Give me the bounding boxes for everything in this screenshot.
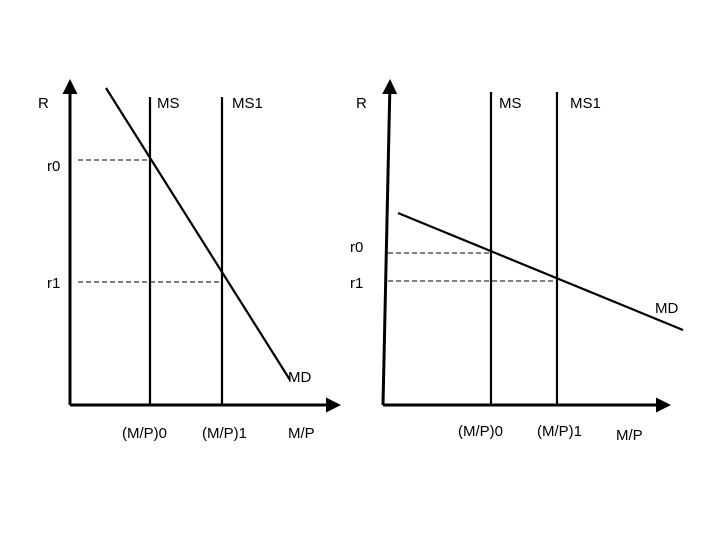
left-mp1-label: (M/P)1 [202,425,247,442]
left-x-axis-label: M/P [288,425,315,442]
right-mp1-label: (M/P)1 [537,423,582,440]
left-y-axis-label: R [38,95,49,112]
right-md-curve [397,211,684,332]
left-ms-label: MS [157,95,180,112]
right-y-axis-label: R [356,95,367,112]
right-ms-label: MS [499,95,522,112]
right-r0-label: r0 [350,239,363,256]
left-md-label: MD [288,369,311,386]
left-md-curve [105,87,291,381]
right-y-axis [381,79,398,406]
left-r1-label: r1 [47,275,60,292]
left-mp0-label: (M/P)0 [122,425,167,442]
right-graph: R MS MS1 r0 r1 MD (M/P)0 (M/P)1 M/P [350,79,684,444]
left-graph: R MS MS1 r0 r1 MD (M/P)0 (M/P)1 M/P [38,79,341,442]
right-ms1-label: MS1 [570,95,601,112]
right-md-label: MD [655,300,678,317]
left-r0-label: r0 [47,158,60,175]
left-ms1-label: MS1 [232,95,263,112]
right-r1-label: r1 [350,275,363,292]
right-mp0-label: (M/P)0 [458,423,503,440]
right-x-axis-label: M/P [616,427,643,444]
